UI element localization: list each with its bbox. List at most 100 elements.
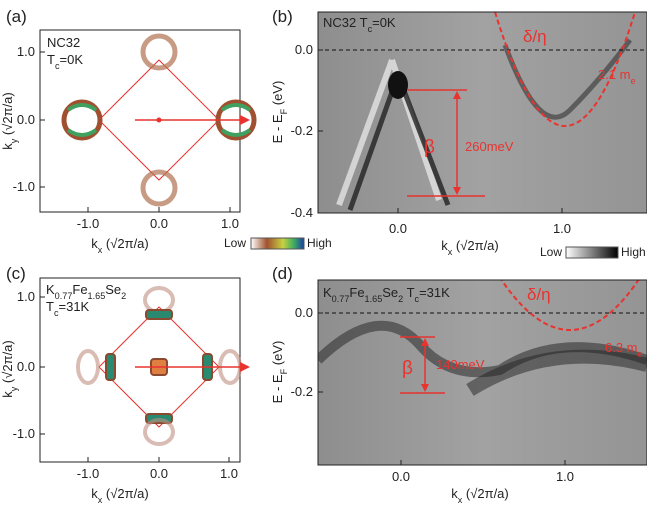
text-part: k [441,238,448,253]
gap-arrow [400,336,445,394]
y-axis-label: ky (√2π/a) [0,92,19,150]
y-tick-label: 0.0 [17,359,35,374]
x-tick-label: 0.0 [150,466,168,481]
subscript: F [279,108,289,114]
text-part: E - E [270,114,285,143]
text-part: =0K [372,15,396,30]
arrow-head [240,362,250,372]
subscript: 0.77 [332,294,350,304]
subscript: x [458,495,463,505]
x-tick-label: 0.0 [150,216,168,231]
sample-label: K0.77Fe1.65Se2 Tc=31K [323,285,450,304]
x-axis-label: kx (√2π/a) [91,236,149,255]
band-label: δ/η [523,27,547,46]
subscript: x [98,495,103,505]
text-part: Se [105,282,121,297]
x-tick-label: 1.0 [220,466,238,481]
x-tick-label: -1.0 [77,466,99,481]
colorbar [250,237,305,250]
subscript: 1.65 [365,294,383,304]
x-axis-label: kx (√2π/a) [91,486,149,505]
subscript: F [279,368,289,374]
text-part: NC32 T [323,15,368,30]
y-axis-label: E - EF (eV) [270,341,289,404]
text-part: k [0,391,15,398]
text-part: (√2π/a) [0,340,15,386]
subscript: c [55,61,60,71]
text-part: (√2π/a) [452,238,498,253]
gap-arrow [407,89,485,197]
colorbar-high: High [621,245,646,259]
tc-label: Tc=0K [47,52,83,71]
y-tick-label: 0.0 [295,305,313,320]
arpes-image [318,12,647,213]
sample-label: K0.77Fe1.65Se2 [46,282,126,301]
subscript: 2 [398,294,403,304]
subscript: x [448,247,453,257]
panel-label: (b) [272,7,293,26]
mass-label: 2.1 me [598,67,636,86]
y-tick-label: 0.0 [17,112,35,127]
x-tick-label: 1.0 [221,216,239,231]
text-part: (√2π/a) [462,486,508,501]
y-tick-label: 1.0 [17,289,35,304]
text-part: k [91,236,98,251]
colorbar-low: Low [224,236,246,250]
subscript: c [368,24,373,34]
x-tick-label: 1.0 [556,469,574,484]
text-part: K [46,282,55,297]
fermi-pockets [61,33,257,207]
brillouin-zone [98,59,220,181]
y-tick-label: -0.2 [291,123,313,138]
band-label: δ/η [527,285,551,304]
y-axis-label: ky (√2π/a) [0,340,19,398]
text-part: =31K [419,285,450,300]
text-part: K [323,285,332,300]
sample-label: NC32 [47,35,80,50]
text-part: Se [382,285,398,300]
plot-frame [39,29,241,213]
x-tick-label: 0.0 [392,469,410,484]
beta-label: β [402,358,413,379]
parabola-fit [494,12,636,127]
beta-label: β [424,137,435,158]
text-part: Fe [349,285,364,300]
text-part: (√2π/a) [102,236,148,251]
panel-b: (b) NC32 Tc=0K δ/η 2.1 me β 260meV 0.0 1… [270,7,647,259]
text-part: T [403,285,414,300]
brillouin-zone [98,306,220,428]
text-part: NC32 [47,35,80,50]
text-part: =0K [60,52,84,67]
x-axis-label: kx (√2π/a) [441,238,499,257]
subscript: 2 [121,291,126,301]
panel-label: (d) [272,264,293,283]
colorbar-high: High [307,236,332,250]
text-part: T [47,52,55,67]
plot-frame [317,279,647,466]
subscript: y [9,386,19,391]
text-part: (eV) [270,81,285,109]
subscript: 0.77 [55,291,73,301]
mass-label: 6.3 me [605,340,643,359]
panel-label: (c) [6,264,26,283]
subscript: 1.65 [88,291,106,301]
arrow-head [240,115,250,125]
colorbar [565,246,619,259]
colorbar-low: Low [540,245,562,259]
tc-label: Tc=31K [46,299,90,318]
x-tick-label: 0.0 [389,221,407,236]
gap-label: 140meV [436,357,485,372]
text-part: 6.3 m [605,340,638,355]
subscript: c [415,294,420,304]
text-part: k [0,143,15,150]
text-part: (√2π/a) [102,486,148,501]
y-tick-label: 1.0 [17,44,35,59]
x-tick-label: -1.0 [77,216,99,231]
text-part: 2.1 m [598,67,631,82]
subscript: y [9,138,19,143]
x-axis-label: kx (√2π/a) [451,486,509,505]
plot-frame [317,11,647,214]
text-part: k [451,486,458,501]
